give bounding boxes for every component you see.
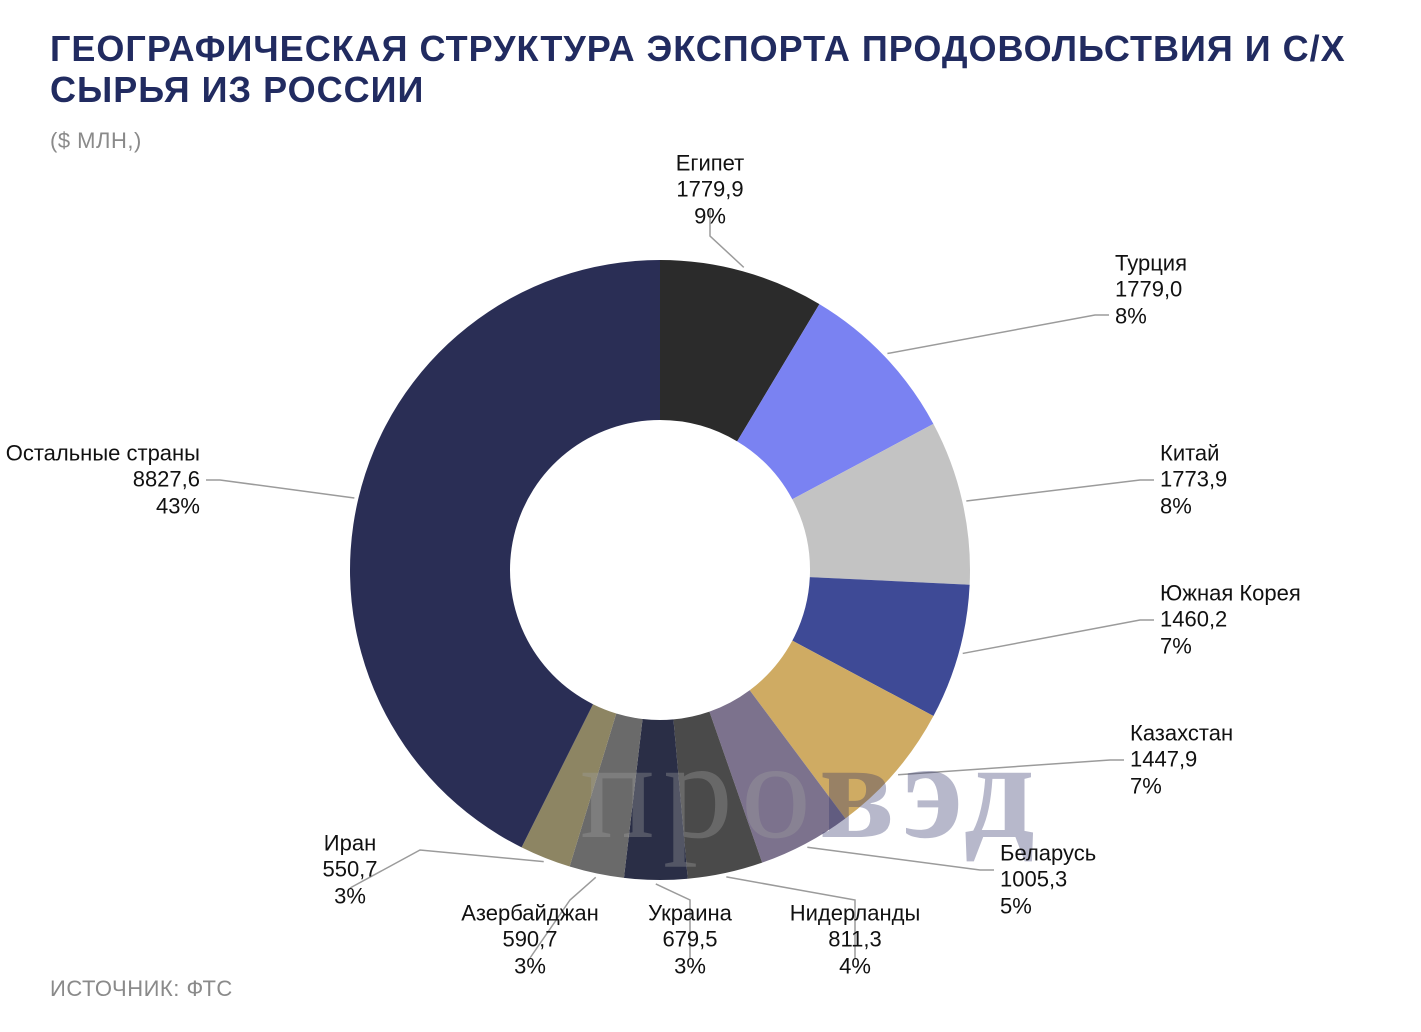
slice-value: 1773,9 [1160, 467, 1227, 493]
slice-name: Украина [648, 900, 732, 926]
slice-value: 811,3 [790, 927, 921, 953]
slice-name: Беларусь [1000, 840, 1096, 866]
slice-name: Египет [676, 150, 744, 176]
slice-pct: 9% [676, 203, 744, 229]
leader-line [963, 620, 1154, 653]
slice-label: Украина679,53% [648, 900, 732, 979]
slice-value: 1779,9 [676, 177, 744, 203]
leader-line [966, 480, 1154, 501]
leader-line [350, 850, 544, 888]
slice-label: Турция1779,08% [1115, 250, 1187, 329]
slice-name: Нидерланды [790, 900, 921, 926]
slice-value: 550,7 [322, 857, 377, 883]
slice-pct: 43% [6, 493, 200, 519]
slice-value: 1005,3 [1000, 867, 1096, 893]
slice-pct: 7% [1130, 773, 1233, 799]
slice-value: 590,7 [461, 927, 599, 953]
donut-svg [0, 150, 1421, 970]
slice-label: Остальные страны8827,643% [6, 440, 200, 519]
slice-name: Иран [322, 830, 377, 856]
slice-pct: 4% [790, 953, 921, 979]
slice-pct: 3% [322, 883, 377, 909]
chart-title: ГЕОГРАФИЧЕСКАЯ СТРУКТУРА ЭКСПОРТА ПРОДОВ… [50, 28, 1371, 111]
slice-label: Нидерланды811,34% [790, 900, 921, 979]
slice-pct: 8% [1160, 493, 1227, 519]
slice-label: Иран550,73% [322, 830, 377, 909]
slice-value: 1447,9 [1130, 747, 1233, 773]
slice-value: 1460,2 [1160, 607, 1301, 633]
slice-label: Беларусь1005,35% [1000, 840, 1096, 919]
slice-pct: 8% [1115, 303, 1187, 329]
slice-label: Азербайджан590,73% [461, 900, 599, 979]
leader-line [887, 315, 1109, 354]
slice-name: Казахстан [1130, 720, 1233, 746]
slice-pct: 7% [1160, 633, 1301, 659]
slice-name: Южная Корея [1160, 580, 1301, 606]
leader-line [898, 760, 1124, 775]
slice-pct: 3% [461, 953, 599, 979]
slice-pct: 3% [648, 953, 732, 979]
slice-value: 679,5 [648, 927, 732, 953]
leader-line [807, 847, 994, 870]
donut-chart: провэд Египет1779,99%Турция1779,08%Китай… [0, 150, 1421, 970]
chart-source: ИСТОЧНИК: ФТС [50, 976, 233, 1002]
slice-label: Казахстан1447,97% [1130, 720, 1233, 799]
slice-value: 1779,0 [1115, 277, 1187, 303]
leader-line [206, 480, 354, 498]
slice-label: Египет1779,99% [676, 150, 744, 229]
slice-label: Китай1773,98% [1160, 440, 1227, 519]
slice-name: Остальные страны [6, 440, 200, 466]
slice-name: Турция [1115, 250, 1187, 276]
slice-label: Южная Корея1460,27% [1160, 580, 1301, 659]
slice-pct: 5% [1000, 893, 1096, 919]
slice-value: 8827,6 [6, 467, 200, 493]
slice-name: Азербайджан [461, 900, 599, 926]
slice-name: Китай [1160, 440, 1227, 466]
